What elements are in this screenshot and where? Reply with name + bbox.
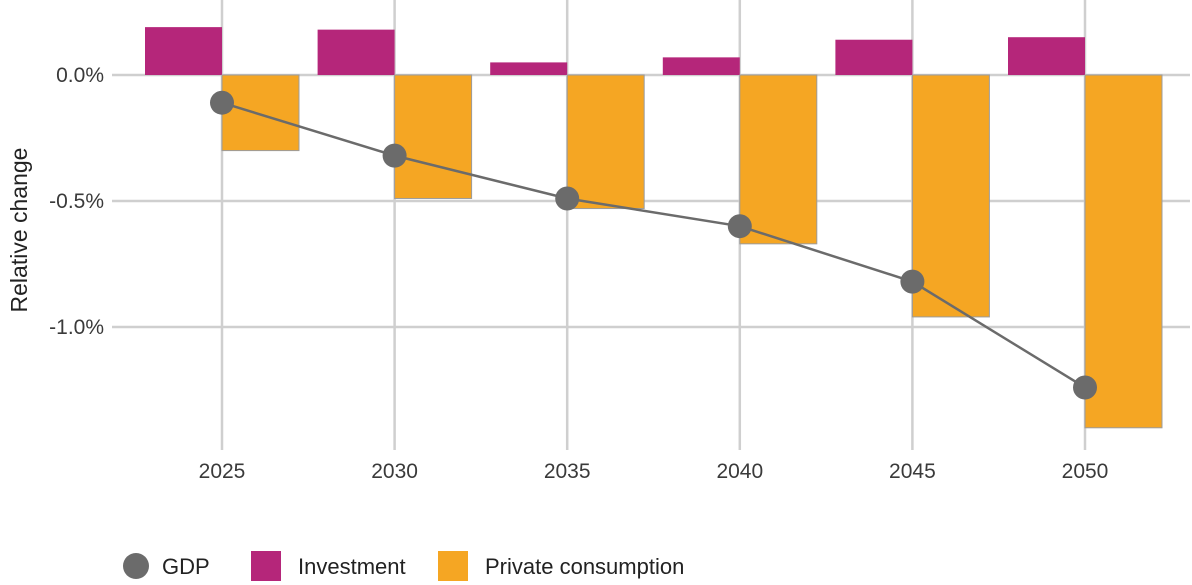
investment-bar — [145, 27, 222, 75]
investment-bar — [662, 57, 740, 75]
private-consumption-bar — [911, 74, 990, 318]
legend-marker-private-consumption — [438, 551, 468, 581]
investment-bar — [490, 62, 568, 75]
y-tick-label: -1.0% — [49, 316, 104, 339]
x-tick-label: 2040 — [716, 460, 763, 483]
investment-bar — [317, 29, 395, 75]
gdp-point — [1073, 375, 1097, 400]
gdp-point — [210, 90, 234, 115]
private-consumption-bar — [1084, 74, 1163, 429]
y-axis-title: Relative change — [6, 148, 32, 313]
x-tick-label: 2035 — [544, 460, 591, 483]
gdp-point — [900, 269, 925, 294]
private-consumption-bar — [566, 74, 645, 210]
axis-layer: 0.0% -0.5% -1.0% 2025 2030 2035 2040 2045 2050 — [49, 64, 1108, 483]
line-layer — [210, 90, 1097, 400]
gdp-point — [382, 143, 407, 168]
gdp-point — [555, 186, 580, 211]
legend-label-private-consumption: Private consumption — [485, 554, 684, 579]
legend: GDP Investment Private consumption — [123, 551, 684, 581]
private-consumption-bar — [221, 74, 300, 152]
x-tick-label: 2030 — [371, 460, 418, 483]
x-tick-label: 2050 — [1062, 460, 1109, 483]
x-tick-label: 2045 — [889, 460, 936, 483]
private-consumption-bar — [739, 74, 818, 245]
legend-marker-gdp — [123, 553, 149, 579]
y-tick-label: 0.0% — [56, 64, 104, 87]
bar-layer — [145, 27, 1163, 429]
gdp-point — [727, 214, 752, 239]
gdp-line — [221, 101, 1086, 389]
x-tick-label: 2025 — [199, 460, 246, 483]
investment-bar — [1008, 37, 1085, 75]
private-consumption-bar — [394, 74, 473, 199]
investment-bar — [835, 39, 913, 75]
legend-label-investment: Investment — [298, 554, 406, 579]
y-tick-label: -0.5% — [49, 190, 104, 213]
legend-marker-investment — [251, 551, 281, 581]
legend-label-gdp: GDP — [162, 554, 210, 579]
